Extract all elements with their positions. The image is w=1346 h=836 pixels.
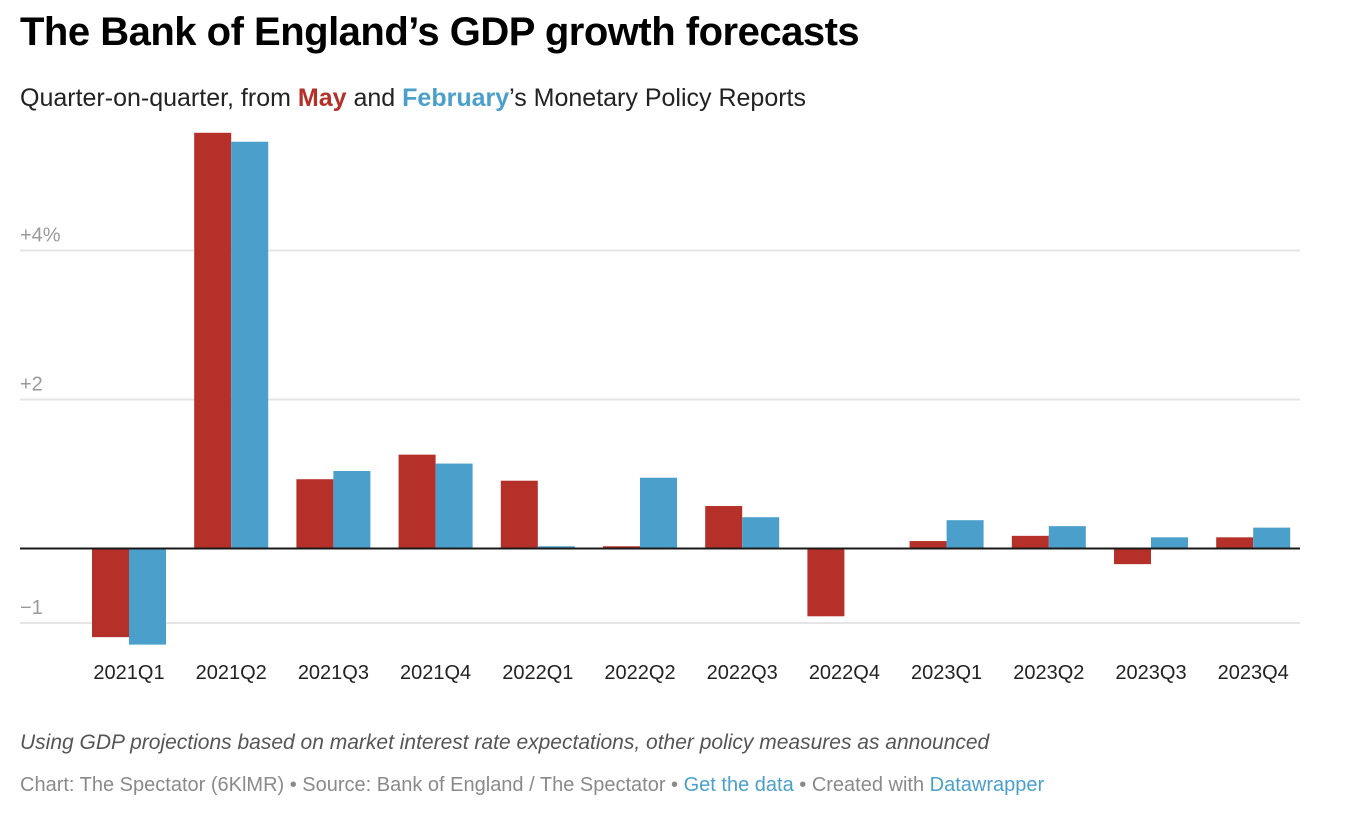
chart-subtitle: Quarter-on-quarter, from May and Februar… bbox=[20, 84, 806, 113]
bar-february-2022q1 bbox=[537, 546, 575, 549]
x-tick-label: 2022Q3 bbox=[707, 662, 778, 684]
bar-may-2022q4 bbox=[807, 548, 845, 617]
get-the-data-link[interactable]: Get the data bbox=[683, 774, 794, 796]
y-tick-label: +2 bbox=[20, 374, 43, 396]
bar-february-2022q2 bbox=[640, 477, 677, 549]
x-tick-label: 2023Q3 bbox=[1115, 662, 1186, 684]
x-tick-label: 2022Q2 bbox=[604, 662, 675, 684]
bar-february-2023q1 bbox=[946, 520, 984, 549]
bar-may-2021q3 bbox=[296, 479, 334, 549]
bar-may-2022q2 bbox=[603, 546, 640, 549]
x-tick-label: 2021Q1 bbox=[93, 662, 164, 684]
separator: • bbox=[665, 774, 684, 796]
bar-may-2023q2 bbox=[1011, 535, 1049, 549]
subtitle-middle: and bbox=[346, 84, 403, 112]
bar-february-2021q2 bbox=[231, 141, 269, 549]
bar-may-2022q1 bbox=[500, 480, 538, 549]
x-tick-label: 2021Q3 bbox=[298, 662, 369, 684]
bar-february-2021q3 bbox=[333, 471, 371, 549]
created-with-text: Created with bbox=[811, 774, 930, 796]
x-tick-label: 2022Q1 bbox=[502, 662, 573, 684]
bars bbox=[92, 132, 1291, 645]
chart-credit: Chart: The Spectator (6KlMR) bbox=[20, 774, 285, 796]
bar-may-2023q4 bbox=[1216, 537, 1254, 549]
y-tick-label: −1 bbox=[20, 597, 43, 619]
x-tick-label: 2023Q2 bbox=[1013, 662, 1084, 684]
datawrapper-link[interactable]: Datawrapper bbox=[929, 774, 1045, 796]
bar-may-2023q3 bbox=[1114, 548, 1151, 565]
x-tick-label: 2023Q4 bbox=[1218, 662, 1289, 684]
bar-may-2021q1 bbox=[92, 548, 129, 638]
bar-may-2023q1 bbox=[909, 541, 947, 549]
x-tick-label: 2021Q4 bbox=[400, 662, 471, 684]
bar-february-2023q3 bbox=[1151, 537, 1188, 549]
legend-may: May bbox=[297, 84, 347, 112]
x-tick-label: 2023Q1 bbox=[911, 662, 982, 684]
y-tick-label: +4% bbox=[20, 225, 61, 247]
separator: • bbox=[284, 774, 303, 796]
subtitle-prefix: Quarter-on-quarter, from bbox=[20, 84, 298, 112]
bar-february-2021q1 bbox=[129, 548, 166, 645]
bar-february-2022q3 bbox=[742, 517, 780, 549]
bar-may-2021q2 bbox=[194, 132, 232, 549]
chart-title: The Bank of England’s GDP growth forecas… bbox=[20, 10, 860, 54]
x-tick-label: 2021Q2 bbox=[196, 662, 267, 684]
bar-may-2022q3 bbox=[705, 506, 743, 549]
chart-note: Using GDP projections based on market in… bbox=[20, 731, 990, 754]
chart-footer: Chart: The Spectator (6KlMR) • Source: B… bbox=[20, 774, 1044, 797]
bar-chart: +4%+2−1 2021Q1 2021Q2 2021Q3 2021Q4 2022Q1 20… bbox=[20, 132, 1300, 684]
bar-february-2021q4 bbox=[435, 463, 473, 549]
bar-february-2023q4 bbox=[1253, 527, 1291, 549]
x-axis-labels: 2021Q1 2021Q2 2021Q3 2021Q4 2022Q1 2022Q2 2022… bbox=[93, 662, 1288, 684]
x-tick-label: 2022Q4 bbox=[809, 662, 880, 684]
separator: • bbox=[793, 774, 812, 796]
bar-may-2021q4 bbox=[398, 454, 436, 549]
source-text: Source: Bank of England / The Spectator bbox=[302, 774, 666, 796]
legend-february: February bbox=[402, 84, 510, 112]
subtitle-suffix: ’s Monetary Policy Reports bbox=[509, 84, 806, 112]
bar-february-2023q2 bbox=[1048, 526, 1086, 549]
